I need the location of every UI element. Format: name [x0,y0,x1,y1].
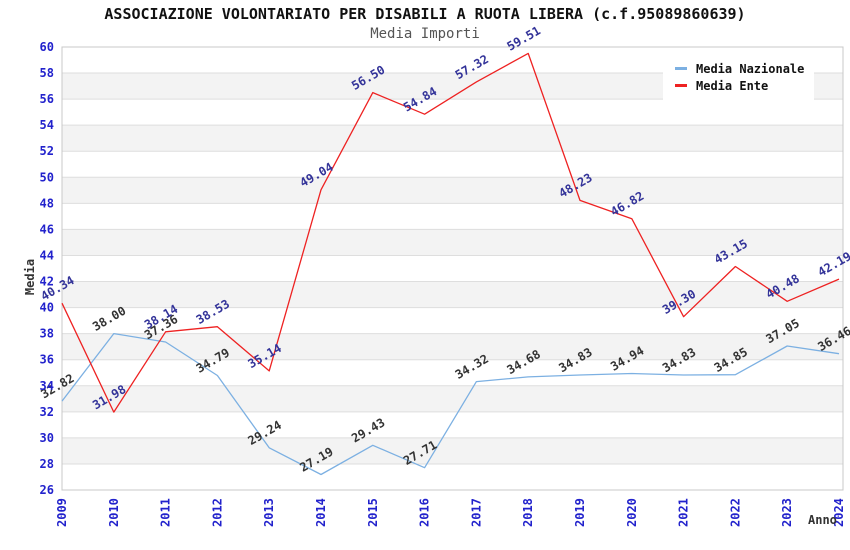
plot-band [62,281,843,308]
x-tick-label: 2009 [55,498,69,527]
legend-swatch-nazionale-icon [675,67,687,70]
x-tick-label: 2024 [832,498,846,527]
y-tick-label: 52 [40,144,54,158]
series-line-nazionale [61,332,840,476]
legend-label-ente: Media Ente [696,78,769,93]
data-point-label: 38.00 [90,304,128,334]
legend-label-nazionale: Media Nazionale [696,61,805,76]
y-tick-label: 56 [40,92,54,106]
x-tick-label: 2020 [625,498,639,527]
plot-band [62,125,843,152]
y-tick-label: 54 [40,118,54,132]
y-tick-label: 58 [40,66,54,80]
series-line-ente [61,52,840,413]
plot-band [62,177,843,204]
y-tick-label: 50 [40,170,54,184]
y-tick-label: 28 [40,457,54,471]
y-tick-label: 36 [40,353,54,367]
x-tick-label: 2018 [521,498,535,527]
y-tick-label: 44 [40,248,54,262]
y-tick-label: 34 [40,379,54,393]
plot-band [62,333,843,360]
x-tick-label: 2021 [677,498,691,527]
x-axis-title: Anno [808,513,837,527]
y-tick-label: 46 [40,222,54,236]
x-tick-label: 2011 [159,498,173,527]
y-tick-label: 42 [40,275,54,289]
y-tick-label: 30 [40,431,54,445]
legend-item-media-nazionale: Media Nazionale [675,60,804,77]
chart-subtitle: Media Importi [370,26,480,42]
x-tick-label: 2012 [210,498,224,527]
plot-band [62,229,843,256]
legend: Media Nazionale Media Ente [663,54,815,100]
plot-band [62,437,843,464]
y-tick-label: 40 [40,301,54,315]
x-tick-label: 2016 [418,498,432,527]
plot-border [61,46,844,491]
data-point-label: 59.51 [505,23,543,53]
legend-swatch-ente-icon [675,84,687,87]
x-tick-label: 2017 [469,498,483,527]
x-tick-label: 2015 [366,498,380,527]
x-tick-label: 2019 [573,498,587,527]
plot-band [62,385,843,412]
y-tick-label: 48 [40,196,54,210]
x-tick-label: 2013 [262,498,276,527]
y-axis-title: Media [23,258,37,296]
x-tick-label: 2022 [728,498,742,527]
y-tick-label: 26 [40,483,54,497]
x-tick-label: 2014 [314,498,328,527]
chart-title: ASSOCIAZIONE VOLONTARIATO PER DISABILI A… [104,5,746,23]
y-tick-label: 32 [40,405,54,419]
y-tick-label: 38 [40,327,54,341]
y-tick-label: 60 [40,40,54,54]
x-tick-label: 2010 [107,498,121,527]
x-tick-label: 2023 [780,498,794,527]
legend-item-media-ente: Media Ente [675,77,804,94]
